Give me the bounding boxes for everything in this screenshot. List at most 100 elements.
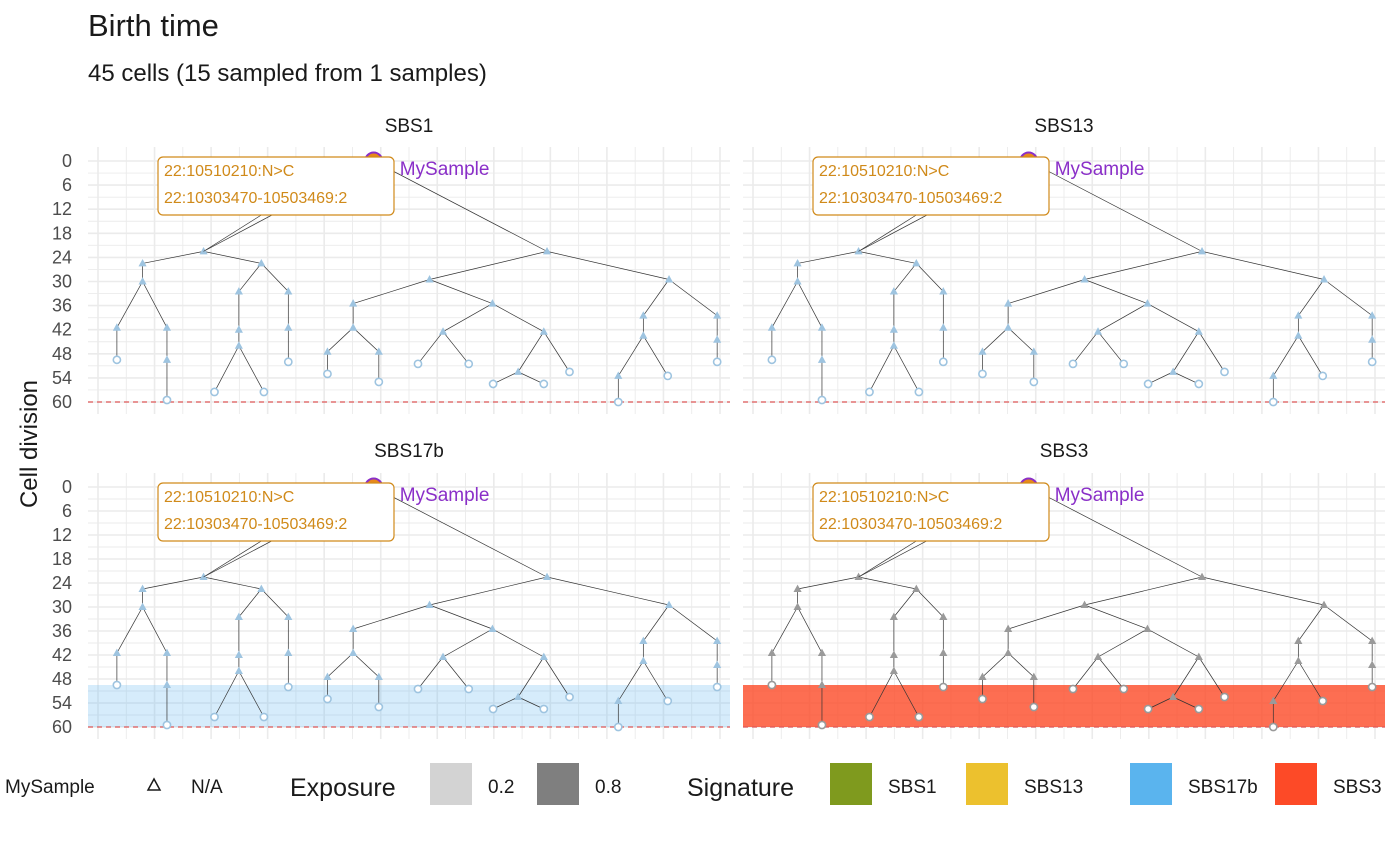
leaf-node <box>914 712 924 722</box>
tree-edge <box>797 576 859 590</box>
panel-sbs1: SBS1 0 6 12 18 24 30 36 42 48 54 60 MySample 22:10510… <box>52 116 730 414</box>
internal-node <box>112 648 121 656</box>
internal-node <box>284 648 293 656</box>
internal-node <box>1194 652 1203 660</box>
tree-edge <box>214 345 240 393</box>
tree-edge <box>429 251 548 280</box>
tree-edge <box>442 303 493 333</box>
tree-edge <box>1097 303 1148 333</box>
annotation-box <box>157 482 395 542</box>
tree-edge <box>261 263 289 292</box>
tree-edge <box>1201 576 1325 606</box>
tree-edge <box>1084 604 1148 630</box>
tree-edge <box>417 331 444 365</box>
y-tick-label: 48 <box>52 669 72 689</box>
tree-edge <box>1084 279 1148 304</box>
internal-node <box>138 584 147 592</box>
internal-node <box>542 572 552 580</box>
internal-node <box>713 636 722 644</box>
leaf-node <box>413 359 423 369</box>
leaf-node <box>938 682 948 692</box>
leaf-node <box>464 684 474 694</box>
y-tick-label: 6 <box>62 501 72 521</box>
panel-title: SBS1 <box>385 116 434 137</box>
legend-exposure-swatch <box>537 763 579 805</box>
internal-node <box>889 666 898 674</box>
leaf-node <box>1029 702 1039 712</box>
legend-signature-title: Signature <box>687 774 794 802</box>
leaf-node <box>259 387 269 397</box>
y-tick-label: 36 <box>52 621 72 641</box>
legend-exposure-title: Exposure <box>290 774 396 802</box>
annotation-box <box>812 156 1050 216</box>
internal-node <box>1004 648 1013 656</box>
leaf-node <box>712 682 722 692</box>
legend-signature-swatch <box>966 763 1008 805</box>
tree-edge <box>1147 303 1199 333</box>
internal-node <box>1093 327 1103 335</box>
tree-edge <box>353 279 430 304</box>
leaf-node <box>323 369 332 379</box>
tree-edge <box>517 656 545 698</box>
leaf-node <box>1194 379 1204 389</box>
leaf-node <box>978 369 987 379</box>
internal-node <box>374 347 383 355</box>
panel-title: SBS3 <box>1040 441 1089 462</box>
internal-node <box>889 341 898 349</box>
tree-edge <box>352 327 380 353</box>
legend-signature-label: SBS1 <box>888 777 937 798</box>
tree-edge <box>982 652 1009 678</box>
leaf-node <box>817 720 827 730</box>
internal-node <box>349 299 358 307</box>
tree-edge <box>327 652 354 678</box>
annotation-box <box>157 156 395 216</box>
tree-edge <box>668 604 718 642</box>
internal-node <box>199 246 208 255</box>
internal-node <box>488 624 497 632</box>
legend-exposure-label: 0.8 <box>595 777 621 798</box>
tree-edge <box>1172 696 1199 710</box>
panel-sbs17b: SBS17b 0 6 12 18 24 30 36 42 48 54 60 MySample 22:105… <box>52 441 730 739</box>
legend-sample-value: N/A <box>191 777 223 798</box>
tree-edge <box>492 303 544 333</box>
y-tick-label: 30 <box>52 597 72 617</box>
internal-node <box>323 347 332 355</box>
tree-edge <box>1072 656 1099 690</box>
sample-label: MySample <box>400 159 490 180</box>
tree-edge <box>1147 371 1174 385</box>
tree-edge <box>142 576 204 590</box>
y-tick-label: 48 <box>52 344 72 364</box>
annotation-text: 22:10510210:N>C <box>164 163 294 180</box>
internal-node <box>1368 636 1377 644</box>
y-tick-label: 30 <box>52 272 72 292</box>
internal-node <box>349 648 358 656</box>
internal-node <box>614 371 623 379</box>
triangle-icon <box>146 777 162 791</box>
internal-node <box>257 584 266 592</box>
leaf-node <box>1119 359 1129 369</box>
internal-node <box>1143 299 1152 307</box>
y-tick-label: 24 <box>52 573 72 593</box>
internal-node <box>1294 331 1303 339</box>
tree-edge <box>238 670 265 718</box>
tree-edge <box>1084 576 1203 606</box>
leaf-node <box>1268 722 1278 732</box>
leaf-node <box>162 720 172 730</box>
tree-edge <box>1008 604 1085 630</box>
internal-node <box>349 624 358 632</box>
y-tick-label: 0 <box>62 151 72 171</box>
internal-node <box>1004 624 1013 632</box>
internal-node <box>767 648 776 656</box>
tree-edge <box>797 606 823 654</box>
leaf-node <box>112 680 122 690</box>
legend-signature-label: SBS17b <box>1188 777 1258 798</box>
internal-node <box>854 572 863 580</box>
tree-edge <box>261 588 289 618</box>
internal-node <box>1004 323 1013 331</box>
leaf-node <box>283 357 293 367</box>
internal-node <box>1294 311 1303 319</box>
internal-node <box>939 287 948 295</box>
panel-title: SBS17b <box>374 441 444 462</box>
leaf-node <box>162 395 172 405</box>
internal-node <box>1029 347 1038 355</box>
